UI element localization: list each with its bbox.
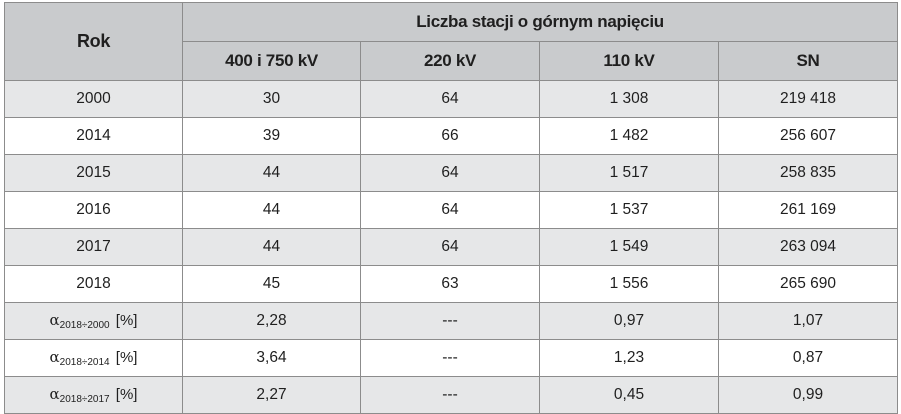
table-row: 2016 44 64 1 537 261 169 xyxy=(4,191,899,229)
cell-220kv: --- xyxy=(360,339,540,377)
cell-sn: 1,07 xyxy=(717,302,899,340)
header-col-110kv: 110 kV xyxy=(539,41,719,81)
cell-220kv: 64 xyxy=(360,80,540,118)
cell-400-750kv: 44 xyxy=(182,228,361,266)
table-row: 2015 44 64 1 517 258 835 xyxy=(4,154,899,192)
alpha-subscript: 2018÷2000 xyxy=(59,320,110,331)
cell-110kv: 1,23 xyxy=(539,339,719,377)
cell-110kv: 1 549 xyxy=(539,228,719,266)
cell-sn: 219 418 xyxy=(717,80,899,118)
row-year: 2000 xyxy=(4,80,183,118)
alpha-symbol: α xyxy=(49,385,60,403)
cell-sn: 0,87 xyxy=(717,339,899,377)
alpha-symbol: α xyxy=(49,348,60,366)
alpha-subscript: 2018÷2014 xyxy=(59,357,110,368)
table-row-alpha: α2018÷2000 [%] 2,28 --- 0,97 1,07 xyxy=(4,302,899,340)
header-group: Liczba stacji o górnym napięciu xyxy=(181,2,899,42)
header-col-220kv: 220 kV xyxy=(360,41,540,81)
cell-400-750kv: 39 xyxy=(182,117,361,155)
cell-220kv: 64 xyxy=(360,228,540,266)
cell-220kv: --- xyxy=(360,302,540,340)
row-year: 2015 xyxy=(4,154,183,192)
cell-400-750kv: 44 xyxy=(182,191,361,229)
header-col-sn: SN xyxy=(717,41,899,81)
table-row: 2014 39 66 1 482 256 607 xyxy=(4,117,899,155)
stations-table-wrapper: Rok Liczba stacji o górnym napięciu 400 … xyxy=(4,2,899,414)
table-header: Rok Liczba stacji o górnym napięciu 400 … xyxy=(4,2,899,81)
cell-sn: 258 835 xyxy=(717,154,899,192)
row-year: 2016 xyxy=(4,191,183,229)
alpha-unit: [%] xyxy=(115,386,138,403)
cell-sn: 256 607 xyxy=(717,117,899,155)
table-row: 2017 44 64 1 549 263 094 xyxy=(4,228,899,266)
table-row: 2018 45 63 1 556 265 690 xyxy=(4,265,899,303)
header-col-400-750kv: 400 i 750 kV xyxy=(182,41,361,81)
cell-220kv: 66 xyxy=(360,117,540,155)
alpha-subscript: 2018÷2017 xyxy=(59,394,110,405)
cell-110kv: 1 556 xyxy=(539,265,719,303)
header-row-columns: 400 i 750 kV 220 kV 110 kV SN xyxy=(5,41,899,81)
cell-110kv: 1 537 xyxy=(539,191,719,229)
stations-table: Rok Liczba stacji o górnym napięciu 400 … xyxy=(4,2,899,414)
table-row: 2000 30 64 1 308 219 418 xyxy=(4,80,899,118)
table-row-alpha: α2018÷2017 [%] 2,27 --- 0,45 0,99 xyxy=(4,376,899,414)
cell-110kv: 1 308 xyxy=(539,80,719,118)
header-row-group: Rok Liczba stacji o górnym napięciu xyxy=(4,2,899,81)
alpha-unit: [%] xyxy=(115,349,138,366)
cell-400-750kv: 45 xyxy=(182,265,361,303)
cell-400-750kv: 3,64 xyxy=(182,339,361,377)
alpha-symbol: α xyxy=(49,311,60,329)
alpha-label: α2018÷2000 [%] xyxy=(4,302,183,340)
cell-220kv: 63 xyxy=(360,265,540,303)
cell-220kv: 64 xyxy=(360,154,540,192)
cell-sn: 265 690 xyxy=(717,265,899,303)
cell-sn: 261 169 xyxy=(717,191,899,229)
cell-400-750kv: 2,28 xyxy=(182,302,361,340)
cell-110kv: 0,97 xyxy=(539,302,719,340)
table-body: 2000 30 64 1 308 219 418 2014 39 66 1 48… xyxy=(4,80,899,414)
table-row-alpha: α2018÷2014 [%] 3,64 --- 1,23 0,87 xyxy=(4,339,899,377)
cell-220kv: 64 xyxy=(360,191,540,229)
header-year: Rok xyxy=(4,2,183,81)
cell-110kv: 1 517 xyxy=(539,154,719,192)
cell-400-750kv: 30 xyxy=(182,80,361,118)
alpha-unit: [%] xyxy=(115,312,138,329)
cell-110kv: 1 482 xyxy=(539,117,719,155)
cell-sn: 263 094 xyxy=(717,228,899,266)
alpha-label: α2018÷2014 [%] xyxy=(4,339,183,377)
row-year: 2017 xyxy=(4,228,183,266)
cell-400-750kv: 44 xyxy=(182,154,361,192)
row-year: 2018 xyxy=(4,265,183,303)
row-year: 2014 xyxy=(4,117,183,155)
